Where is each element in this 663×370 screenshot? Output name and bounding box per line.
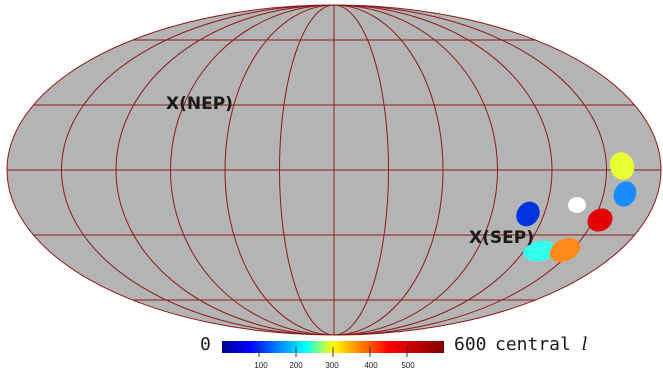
longitude-lines: [61, 5, 607, 335]
colorbar-title: central l: [495, 336, 587, 354]
colorbar-tick-label: 200: [289, 361, 303, 370]
field-navy: [516, 201, 540, 227]
longitude-line: [61, 5, 607, 335]
colorbar-ticks: [258, 347, 408, 357]
longitude-line: [279, 5, 389, 335]
colorbar-tick-label: 500: [401, 361, 415, 370]
nep-marker-label: X(NEP): [166, 94, 233, 114]
field-yellow: [609, 152, 635, 180]
map-outline: [6, 4, 662, 336]
longitude-line: [170, 5, 498, 335]
field-red: [587, 208, 613, 232]
colorbar-title-text: central: [495, 334, 571, 355]
colorbar-min-label: 0: [200, 334, 211, 355]
colorbar-tick-label: 100: [254, 361, 268, 370]
field-white: [568, 197, 586, 213]
survey-fields: [516, 152, 637, 263]
sep-marker-label: X(SEP): [469, 228, 534, 248]
longitude-line: [115, 5, 553, 335]
field-azure: [613, 181, 637, 207]
longitude-line: [224, 5, 444, 335]
field-cyan: [523, 240, 557, 262]
colorbar-tick-label: 300: [325, 361, 339, 370]
colorbar-tick-label: 400: [364, 361, 378, 370]
field-orange: [549, 237, 581, 263]
colorbar-max-label: 600: [454, 334, 487, 355]
colorbar-title-variable: l: [581, 334, 588, 355]
